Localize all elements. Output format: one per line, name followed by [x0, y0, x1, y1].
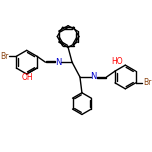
Text: N: N: [55, 58, 61, 67]
Text: Br: Br: [0, 52, 9, 61]
Text: Br: Br: [143, 78, 152, 87]
Text: N: N: [91, 73, 97, 81]
Text: OH: OH: [22, 73, 33, 83]
Text: HO: HO: [112, 57, 123, 66]
